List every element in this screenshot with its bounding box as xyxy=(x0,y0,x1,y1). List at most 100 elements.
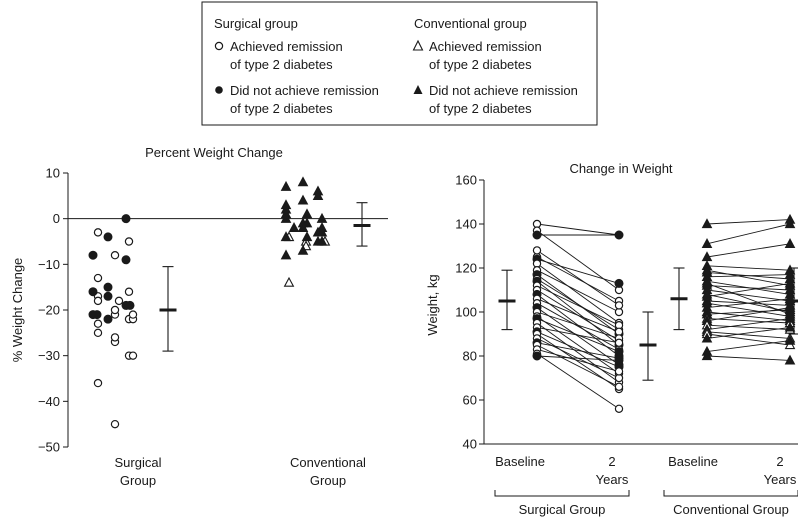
right-y-tick-label: 80 xyxy=(463,349,477,364)
left-point-conventional-filled-triangle xyxy=(299,196,308,204)
left-point-conventional-open-triangle xyxy=(285,278,294,286)
group-bracket: Conventional Group xyxy=(664,490,798,517)
group-bracket-line xyxy=(495,490,629,496)
left-point-conventional-filled-triangle xyxy=(282,182,291,190)
left-point-surgical-open-circle xyxy=(94,329,101,336)
left-point-surgical-open-circle xyxy=(94,297,101,304)
right-point-2years xyxy=(615,368,622,375)
legend-open-triangle-icon xyxy=(414,41,423,50)
right-x-tick-label: Years xyxy=(764,472,797,487)
right-point-baseline xyxy=(533,247,540,254)
left-y-tick-label: −50 xyxy=(38,440,60,455)
left-point-surgical-open-circle xyxy=(125,238,132,245)
left-point-surgical-filled-circle xyxy=(104,283,112,291)
legend-filled-triangle-icon xyxy=(414,85,423,94)
left-y-tick-label: −10 xyxy=(38,257,60,272)
left-data-points xyxy=(89,178,329,428)
right-connect-line xyxy=(707,341,790,352)
right-connect-line xyxy=(707,310,790,314)
left-y-tick-label: −30 xyxy=(38,348,60,363)
group-bracket-line xyxy=(664,490,798,496)
right-point-2years xyxy=(615,280,623,288)
right-connect-line xyxy=(537,264,619,323)
left-point-surgical-open-circle xyxy=(129,311,136,318)
left-point-surgical-open-circle xyxy=(111,252,118,259)
left-point-surgical-open-circle xyxy=(94,274,101,281)
right-connect-line xyxy=(707,299,790,308)
legend-filled-circle-icon xyxy=(215,86,223,94)
right-point-2years xyxy=(615,339,622,346)
left-point-surgical-filled-circle xyxy=(122,215,130,223)
right-x-tick-label: Years xyxy=(596,472,629,487)
left-point-surgical-open-circle xyxy=(115,297,122,304)
legend-surgical-nonremit-line2: of type 2 diabetes xyxy=(230,101,333,116)
left-point-surgical-filled-circle xyxy=(89,288,97,296)
right-connect-line xyxy=(707,275,790,277)
right-connect-line xyxy=(707,356,790,360)
legend-conventional-remit-line1: Achieved remission xyxy=(429,39,542,54)
right-connect-line xyxy=(537,231,619,290)
right-y-tick-label: 120 xyxy=(455,261,477,276)
left-x-label: Group xyxy=(310,473,346,488)
legend-conventional-header: Conventional group xyxy=(414,16,527,31)
right-point-2years xyxy=(615,383,622,390)
left-y-axis: 100−10−20−30−40−50 xyxy=(38,166,388,455)
legend-conventional-remit-line2: of type 2 diabetes xyxy=(429,57,532,72)
group-bracket-label: Surgical Group xyxy=(519,502,606,517)
right-point-2years xyxy=(615,302,622,309)
right-chart-title: Change in Weight xyxy=(569,161,672,176)
left-point-surgical-open-circle xyxy=(125,288,132,295)
legend-conventional-nonremit-line1: Did not achieve remission xyxy=(429,83,578,98)
group-bracket: Surgical Group xyxy=(495,490,629,517)
left-point-surgical-open-circle xyxy=(111,334,118,341)
left-point-conventional-filled-triangle xyxy=(290,223,299,231)
left-summary-surgical xyxy=(160,267,177,351)
right-y-tick-label: 160 xyxy=(455,173,477,188)
left-point-surgical-filled-circle xyxy=(104,233,112,241)
left-y-tick-label: −40 xyxy=(38,394,60,409)
left-point-surgical-filled-circle xyxy=(104,315,112,323)
right-connect-line xyxy=(707,220,790,224)
legend-surgical-nonremit-line1: Did not achieve remission xyxy=(230,83,379,98)
left-point-surgical-filled-circle xyxy=(93,311,101,319)
left-y-tick-label: 10 xyxy=(46,166,60,181)
right-summary-bars xyxy=(499,268,798,380)
right-y-tick-label: 60 xyxy=(463,393,477,408)
legend-conventional-nonremit-line2: of type 2 diabetes xyxy=(429,101,532,116)
left-point-conventional-filled-triangle xyxy=(299,178,308,186)
right-point-baseline xyxy=(533,352,541,360)
right-summary-0-1 xyxy=(640,312,657,380)
left-summary-conventional xyxy=(354,203,371,246)
legend-surgical-remit-line1: Achieved remission xyxy=(230,39,343,54)
right-connect-line xyxy=(707,224,790,244)
left-point-surgical-filled-circle xyxy=(122,256,130,264)
left-point-surgical-filled-circle xyxy=(89,251,97,259)
left-point-surgical-open-circle xyxy=(94,379,101,386)
change-in-weight-chart: Change in Weight Weight, kg 160140120100… xyxy=(425,161,798,517)
left-point-surgical-open-circle xyxy=(111,306,118,313)
right-connect-line xyxy=(707,283,790,296)
right-connect-line xyxy=(537,224,619,235)
left-point-surgical-filled-circle xyxy=(126,302,134,310)
right-point-2years xyxy=(786,239,795,247)
right-point-baseline xyxy=(533,231,541,239)
legend: Surgical group Conventional group Achiev… xyxy=(202,2,597,125)
left-point-conventional-filled-triangle xyxy=(303,210,312,218)
left-point-conventional-filled-triangle xyxy=(282,251,291,259)
right-connect-line xyxy=(537,257,619,301)
right-y-tick-label: 140 xyxy=(455,217,477,232)
right-connecting-lines xyxy=(537,220,790,409)
right-x-tick-label: Baseline xyxy=(668,454,718,469)
right-connect-line xyxy=(537,279,619,330)
right-connect-line xyxy=(537,345,619,387)
left-y-tick-label: −20 xyxy=(38,303,60,318)
left-point-surgical-open-circle xyxy=(94,320,101,327)
legend-surgical-remit-line2: of type 2 diabetes xyxy=(230,57,333,72)
right-chart-ylabel: Weight, kg xyxy=(425,274,440,335)
right-x-tick-label: 2 xyxy=(776,454,783,469)
left-point-conventional-filled-triangle xyxy=(318,214,327,222)
left-chart-title: Percent Weight Change xyxy=(145,145,283,160)
